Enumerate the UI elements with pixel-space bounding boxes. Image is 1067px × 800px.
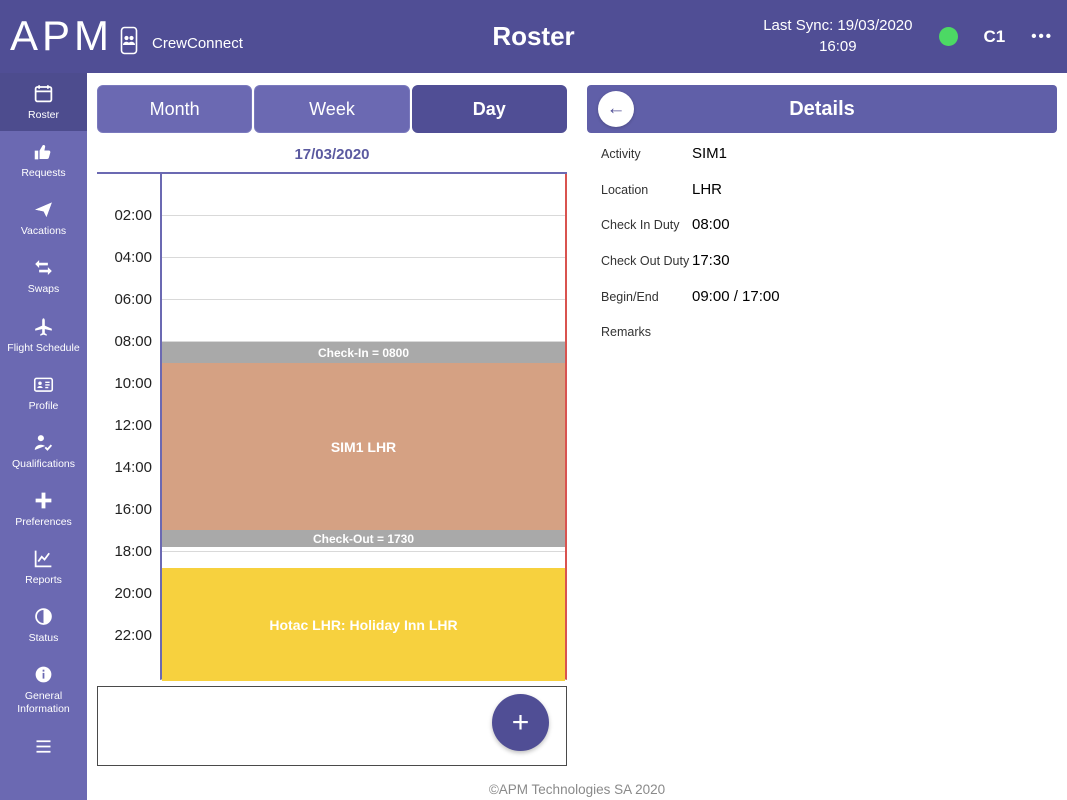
check-out-bar[interactable]: Check-Out = 1730 [162,530,565,547]
field-value: 17:30 [692,251,730,269]
field-value: SIM1 [692,145,728,162]
paper-plane-icon [33,199,54,220]
time-label: 18:00 [114,543,152,560]
field-begin-end: Begin/End 09:00 / 17:00 [601,288,1041,306]
id-card-icon [33,374,54,395]
line-chart-icon [33,548,54,569]
sidebar-item-label: Requests [21,167,66,180]
sidebar-item-label: Qualifications [11,457,76,470]
calendar-icon [33,83,54,104]
connection-status-dot [938,27,958,46]
time-label: 12:00 [114,417,152,434]
field-remarks: Remarks [601,323,1041,341]
sidebar-item-roster[interactable]: Roster [0,73,87,132]
sidebar-item-label: General Information [17,690,70,716]
day-calendar: 02:00 04:00 06:00 08:00 10:00 12:00 14:0… [97,172,567,681]
sidebar-item-label: Status [28,632,59,645]
details-header: Details ← [587,85,1057,133]
last-sync-date: Last Sync: 19/03/2020 [763,17,913,35]
time-label: 16:00 [114,501,152,518]
time-label: 06:00 [114,291,152,308]
swap-arrows-icon [33,257,54,278]
header-right-cluster: Last Sync: 19/03/2020 16:09 C1 ••• [763,0,1053,73]
sidebar-nav: Roster Requests Vacations Swaps Flight S… [0,73,87,800]
sidebar-item-label: Vacations [20,225,67,238]
last-sync-text: Last Sync: 19/03/2020 16:09 [763,16,912,57]
time-label: 14:00 [114,459,152,476]
crewconnect-brand: CrewConnect [116,26,243,61]
tab-month[interactable]: Month [97,85,253,133]
field-value: 08:00 [692,216,730,234]
time-label: 20:00 [114,585,152,602]
tab-week[interactable]: Week [254,85,410,133]
sidebar-item-preferences[interactable]: Preferences [0,480,87,538]
field-check-in-duty: Check In Duty 08:00 [601,216,1041,234]
sidebar-item-qualifications[interactable]: Qualifications [0,422,87,480]
time-label: 08:00 [114,333,152,350]
overflow-menu-icon[interactable]: ••• [1031,28,1053,45]
sidebar-item-profile[interactable]: Profile [0,364,87,422]
sidebar-item-label: Reports [25,574,62,586]
sidebar-item-label: Preferences [15,515,72,528]
app-name: CrewConnect [152,35,243,52]
check-in-bar[interactable]: Check-In = 0800 [162,342,565,363]
add-activity-area: + [97,686,567,766]
sidebar-item-vacations[interactable]: Vacations [0,189,87,247]
tab-day[interactable]: Day [411,85,567,133]
half-circle-icon [33,606,54,627]
field-check-out-duty: Check Out Duty 17:30 [601,252,1041,270]
sidebar-item-label: Roster [28,109,59,121]
hotac-event[interactable]: Hotac LHR: Holiday Inn LHR [162,568,565,681]
add-button[interactable]: + [492,694,549,751]
time-label: 10:00 [114,375,152,392]
info-icon [33,664,54,685]
field-label: Remarks [601,325,652,340]
crew-code-badge[interactable]: C1 [983,26,1006,46]
sidebar-item-label: Flight Schedule [7,341,80,354]
apm-logo: APM [10,12,114,59]
sidebar-item-swaps[interactable]: Swaps [0,247,87,305]
last-sync-time: 16:09 [819,37,857,55]
details-title: Details [789,98,855,120]
sidebar-item-label: Swaps [27,283,60,296]
day-grid[interactable]: Check-In = 0800 SIM1 LHR Check-Out = 173… [160,174,567,681]
activity-event[interactable]: SIM1 LHR [162,363,565,530]
back-arrow-icon: ← [606,98,626,119]
person-check-icon [33,432,54,453]
details-fields: Activity SIM1 Location LHR Check In Duty… [601,145,1041,359]
field-label: Check In Duty [601,218,680,233]
thumbs-up-icon [33,141,54,162]
top-header: APM CrewConnect Roster Last Sync: 19/03/… [0,0,1067,73]
sidebar-item-more[interactable] [0,726,87,771]
sidebar-item-requests[interactable]: Requests [0,131,87,189]
menu-lines-icon [33,736,54,757]
time-label: 22:00 [114,627,152,644]
sidebar-item-label: Profile [28,399,59,412]
field-location: Location LHR [601,181,1041,199]
field-label: Check Out Duty [601,253,690,268]
sidebar-item-general-information[interactable]: General Information [0,654,87,725]
phone-users-icon [116,26,142,61]
field-value: 09:00 / 17:00 [692,287,780,305]
time-label: 02:00 [114,207,152,224]
airplane-icon [33,316,54,337]
field-activity: Activity SIM1 [601,145,1041,163]
field-label: Begin/End [601,289,659,304]
field-value: LHR [692,180,723,198]
sidebar-item-reports[interactable]: Reports [0,538,87,596]
page-title: Roster [492,21,575,51]
sidebar-item-flight-schedule[interactable]: Flight Schedule [0,306,87,364]
selected-date-label: 17/03/2020 [294,146,370,163]
view-tabs: Month Week Day [97,85,567,133]
field-label: Location [601,182,649,197]
time-label: 04:00 [114,249,152,266]
back-button[interactable]: ← [598,91,634,127]
plus-icon [33,490,54,511]
sidebar-item-status[interactable]: Status [0,596,87,654]
field-label: Activity [601,147,641,161]
copyright-text: ©APM Technologies SA 2020 [488,782,666,797]
